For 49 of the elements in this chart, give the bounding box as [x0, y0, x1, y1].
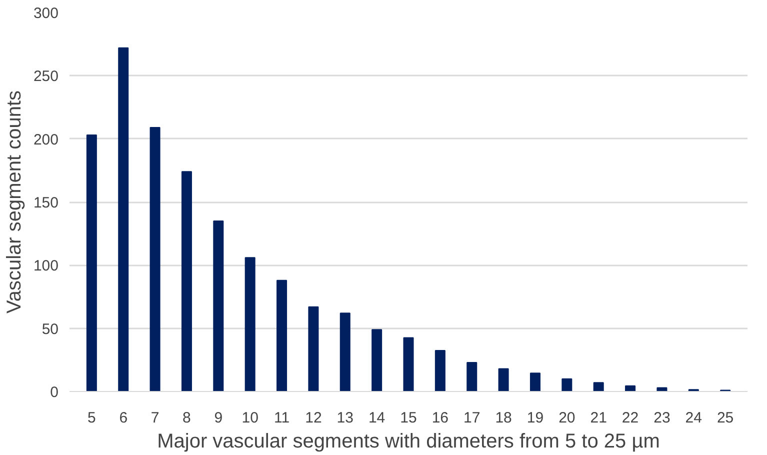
bar: [150, 126, 160, 392]
y-tick-label: 0: [50, 384, 58, 401]
bar: [434, 350, 446, 392]
x-tick-label: 14: [368, 410, 386, 426]
bar: [593, 382, 604, 392]
x-tick-label: 15: [400, 410, 417, 426]
x-tick-label: 20: [558, 410, 576, 426]
x-tick-label: 13: [336, 410, 354, 426]
bar: [308, 306, 319, 392]
bar: [403, 337, 414, 392]
x-tick-label: 18: [495, 410, 512, 426]
x-tick-label: 9: [214, 410, 223, 426]
y-tick-label: 300: [33, 5, 59, 22]
x-tick-label: 16: [432, 410, 449, 426]
x-tick-label: 6: [119, 410, 128, 426]
bar: [498, 368, 509, 392]
bar: [244, 257, 256, 392]
x-tick-label: 11: [274, 410, 290, 426]
x-tick-label: 17: [464, 410, 480, 426]
x-tick-label: 22: [622, 410, 639, 426]
x-tick-label: 19: [526, 410, 544, 426]
bar: [466, 362, 478, 392]
bar: [372, 329, 382, 392]
x-tick-label: 21: [590, 410, 607, 426]
bar: [213, 220, 224, 392]
y-tick-label: 150: [33, 194, 59, 212]
bar: [530, 372, 540, 392]
x-tick-label: 12: [305, 410, 322, 426]
y-tick-label: 200: [33, 131, 59, 148]
x-tick-label: 24: [685, 410, 702, 426]
x-tick-label: 23: [654, 410, 670, 426]
x-axis-title: Major vascular segments with diameters from 5 to 25 µm: [157, 430, 660, 452]
x-tick-label: 7: [150, 410, 160, 426]
bar: [276, 280, 288, 392]
y-tick-label: 50: [42, 320, 59, 338]
x-tick-label: 8: [182, 410, 191, 426]
y-tick-label: 250: [33, 68, 59, 86]
bar: [625, 385, 636, 392]
bar: [118, 47, 129, 392]
y-tick-label: 100: [33, 258, 59, 275]
x-tick-label: 5: [88, 410, 96, 426]
bar: [656, 387, 668, 392]
x-tick-label: 10: [242, 410, 258, 426]
bar: [340, 312, 350, 392]
y-axis-title: Vascular segment counts: [3, 90, 26, 314]
bar: [562, 378, 572, 392]
x-tick-label: 25: [716, 410, 734, 426]
bar: [86, 134, 97, 392]
bar: [181, 171, 192, 392]
